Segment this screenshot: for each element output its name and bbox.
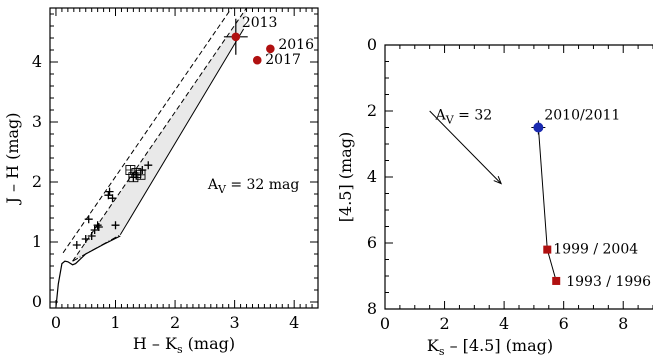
reddening-line-upper-dashed	[62, 8, 233, 254]
x-tick-label: 3	[230, 313, 240, 332]
epoch-point-2013	[231, 32, 241, 42]
y-tick-label: 1	[32, 232, 42, 251]
reddening-arrow-head	[493, 175, 503, 185]
reddening-line-lower-solid	[119, 28, 245, 236]
plus-point-14	[144, 161, 153, 170]
square-point-cross	[136, 170, 146, 180]
plus-point-8	[105, 187, 114, 196]
y-tick-label: 3	[32, 112, 42, 131]
chart1-plot-area	[55, 8, 275, 307]
x-tick-label: 4	[289, 313, 299, 332]
x-tick-label: 6	[559, 314, 569, 333]
epoch-point-2016	[266, 44, 275, 54]
y-tick-label: 0	[367, 35, 377, 54]
plus-point-9	[108, 194, 117, 203]
x-axis-label: H – Ks (mag)	[133, 334, 235, 356]
chart2-ticks	[384, 44, 653, 310]
y-axis-label: J – H (mag)	[3, 112, 22, 205]
reddening-arrow-shaft	[429, 110, 502, 184]
x-tick-label: 2	[439, 314, 449, 333]
plus-point-7	[104, 191, 113, 200]
plus-point-3	[84, 215, 93, 224]
plus-point-1	[81, 235, 90, 243]
square-point-3	[135, 169, 146, 180]
x-axis-label: Ks – [4.5] (mag)	[427, 336, 553, 358]
data-point-2	[552, 276, 561, 285]
y-tick-label: 2	[367, 101, 377, 120]
plus-point-0	[72, 241, 81, 249]
y-tick-label: 2	[32, 172, 42, 191]
plus-point-5	[93, 221, 102, 230]
epoch-label-2016: 2016	[278, 37, 314, 53]
data-point-0	[533, 122, 544, 133]
x-tick-label: 4	[499, 314, 509, 333]
x-tick-label: 8	[618, 314, 628, 333]
point-label-1: 1999 / 2004	[553, 242, 638, 258]
x-tick-label: 0	[380, 314, 390, 333]
y-axis-label: [4.5] (mag)	[336, 132, 355, 222]
chart2-axes-frame	[384, 44, 653, 310]
epoch-label-2017: 2017	[265, 52, 301, 68]
plus-point-6	[94, 223, 103, 231]
plus-point-4	[90, 226, 99, 234]
y-tick-label: 4	[32, 52, 42, 71]
data-point-1	[543, 245, 552, 254]
light-curve-line	[537, 127, 557, 282]
plus-point-10	[111, 221, 120, 230]
y-tick-label: 4	[367, 167, 377, 186]
epoch-point-2017	[252, 55, 262, 65]
point-label-0: 2010/2011	[544, 108, 620, 124]
chart1-ticks	[49, 8, 319, 308]
x-tick-label: 1	[110, 313, 120, 332]
reddening-line-middle-dashed	[72, 8, 247, 262]
x-tick-label: 2	[170, 313, 180, 332]
extinction-annotation: AV = 32	[435, 107, 493, 126]
extinction-annotation: AV = 32 mag	[207, 177, 300, 196]
y-tick-label: 0	[32, 292, 42, 311]
x-tick-label: 0	[51, 313, 61, 332]
y-tick-label: 8	[367, 299, 377, 318]
point-label-2: 1993 / 1996	[566, 274, 651, 290]
intrinsic-locus-line	[55, 235, 121, 307]
epoch-label-2013: 2013	[242, 15, 278, 31]
plus-point-2	[87, 232, 96, 240]
y-tick-label: 6	[367, 233, 377, 252]
